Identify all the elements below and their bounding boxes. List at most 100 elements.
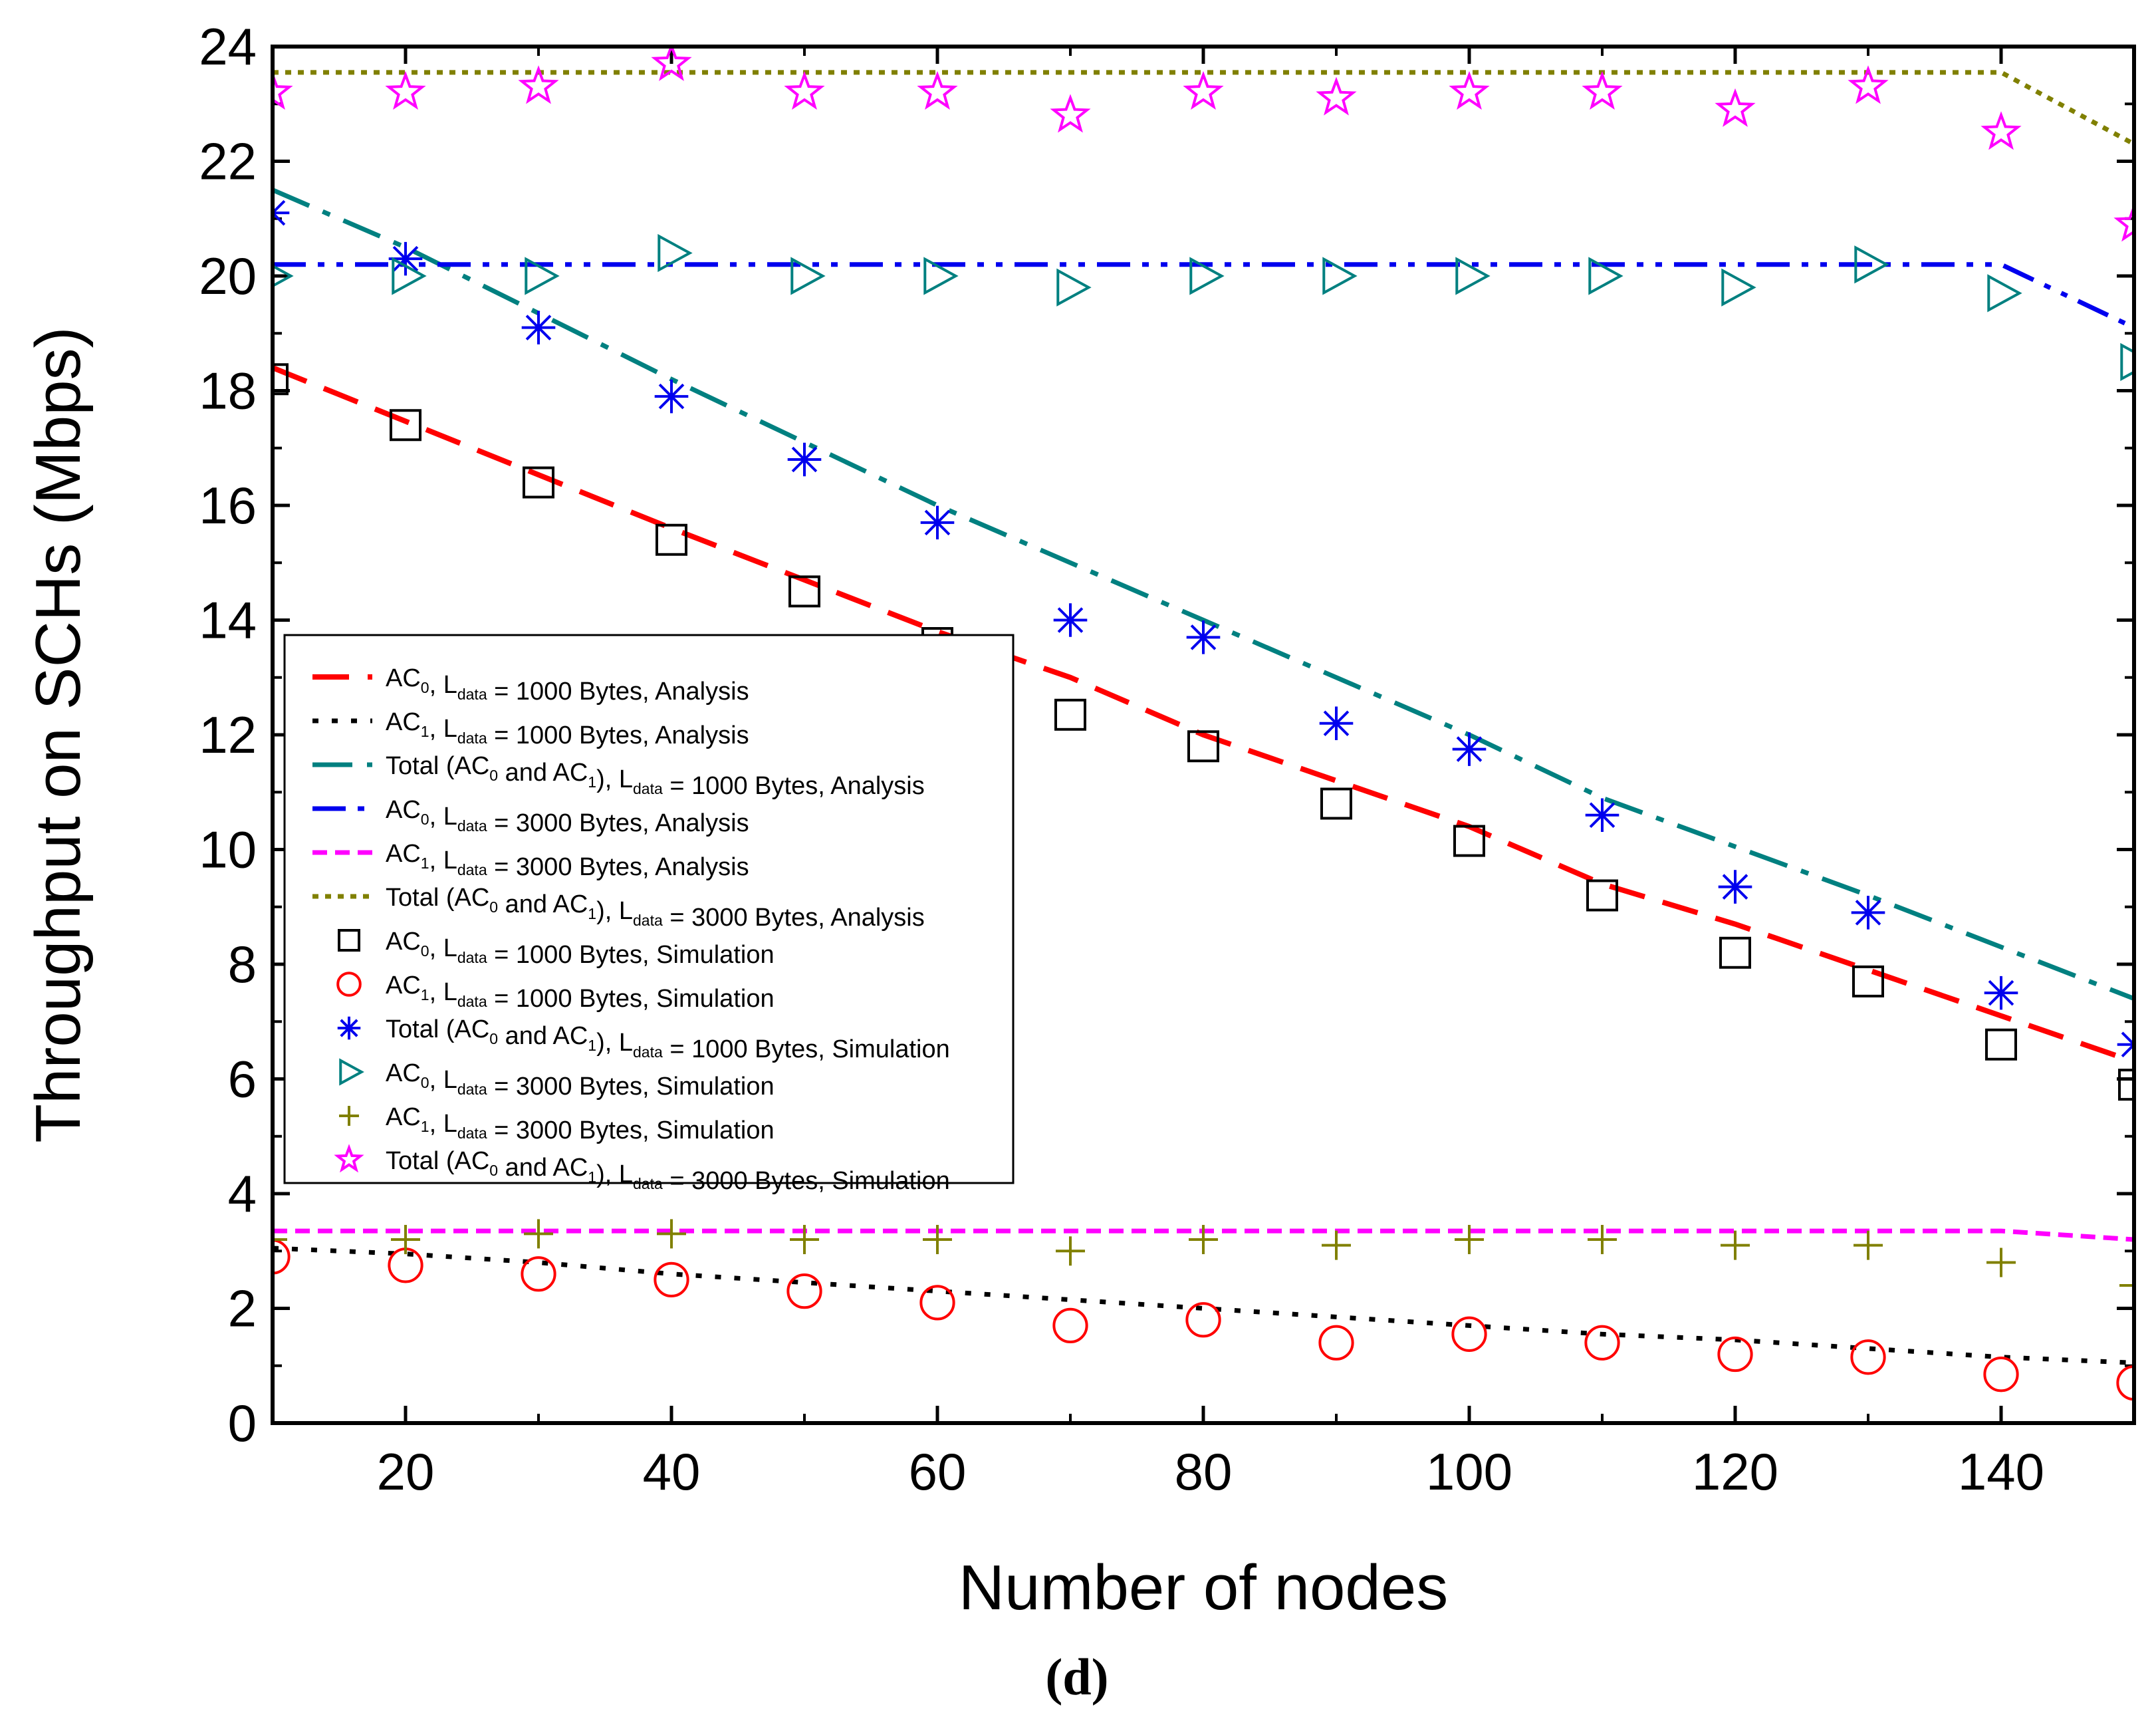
y-tick-label: 6 (228, 1050, 257, 1109)
y-tick-label: 12 (199, 706, 257, 764)
data-point (1316, 76, 1357, 116)
series-line-ac0_1000_analysis (273, 365, 2134, 1065)
data-point (1850, 1339, 1886, 1375)
legend-entry-ac0_3000_sim: AC0, Ldata = 3000 Bytes, Simulation (339, 1058, 775, 1101)
series-ac1_3000_analysis (273, 1228, 2134, 1242)
legend-swatch (336, 972, 362, 997)
data-point (2120, 342, 2134, 382)
legend-label: AC1, Ldata = 3000 Bytes, Simulation (386, 1103, 775, 1144)
series-layer (273, 47, 2134, 1401)
data-point (1984, 976, 2018, 1010)
x-tick-label: 120 (1692, 1442, 1778, 1501)
data-point (1189, 257, 1225, 295)
figure-caption: (d) (1045, 1648, 1108, 1706)
data-point (919, 1285, 955, 1321)
series-line-ac0_3000_analysis (273, 262, 2134, 330)
data-point (654, 1261, 689, 1298)
legend-box (283, 634, 1015, 1184)
y-tick-label: 20 (199, 247, 257, 305)
data-point (1455, 257, 1491, 295)
legend-label: Total (AC0 and AC1), Ldata = 3000 Bytes,… (386, 884, 925, 932)
data-point (518, 65, 559, 104)
data-point (1455, 1225, 1484, 1254)
data-point (1186, 620, 1221, 654)
legend-label: Total (AC0 and AC1), Ldata = 3000 Bytes,… (386, 1147, 950, 1195)
data-point (1189, 1225, 1218, 1254)
legend-entry-ac1_3000_analysis: AC1, Ldata = 3000 Bytes, Analysis (312, 840, 749, 881)
series-ac1_3000_sim (273, 1219, 2134, 1300)
legend-label: AC1, Ldata = 1000 Bytes, Simulation (386, 972, 775, 1013)
legend-entry-ac1_1000_sim: AC1, Ldata = 1000 Bytes, Simulation (336, 972, 775, 1013)
data-point (1322, 257, 1358, 295)
data-point (521, 311, 556, 344)
series-line-total_1000_analysis (273, 188, 2134, 1001)
data-point (1452, 732, 1487, 766)
data-point (1721, 1230, 1750, 1260)
legend-swatch (339, 1058, 364, 1086)
data-point (1980, 111, 2022, 150)
x-tick-label: 40 (643, 1442, 701, 1501)
x-tick-label: 80 (1175, 1442, 1233, 1501)
data-point (658, 233, 693, 273)
plot-frame (271, 45, 2136, 1425)
data-point (2119, 1271, 2134, 1300)
series-ac1_1000_sim (273, 1239, 2134, 1401)
x-tick-label: 140 (1958, 1442, 2044, 1501)
series-total_1000_sim (273, 196, 2134, 1062)
legend-label: AC1, Ldata = 1000 Bytes, Analysis (386, 708, 749, 749)
data-point (1451, 1316, 1487, 1352)
series-ac0_3000_analysis (273, 262, 2134, 330)
data-point (1449, 70, 1490, 110)
data-point (525, 257, 560, 295)
data-point (1320, 787, 1352, 820)
series-ac1_1000_analysis (273, 1246, 2134, 1365)
legend-entry-ac1_1000_analysis: AC1, Ldata = 1000 Bytes, Analysis (312, 708, 749, 749)
data-point (1719, 936, 1751, 969)
data-point (1717, 1336, 1753, 1373)
data-point (1588, 257, 1623, 295)
data-point (923, 1225, 952, 1254)
data-point (784, 70, 825, 110)
data-point (917, 70, 958, 110)
data-point (391, 1225, 420, 1254)
series-total_3000_sim (273, 47, 2134, 242)
data-point (1721, 268, 1756, 307)
data-point (1854, 245, 1889, 284)
legend-entry-total_1000_sim: Total (AC0 and AC1), Ldata = 1000 Bytes,… (337, 1015, 950, 1063)
data-point (273, 1239, 291, 1275)
data-point (788, 575, 820, 608)
data-point (1986, 1248, 2016, 1277)
data-point (1588, 1225, 1617, 1254)
data-point (656, 523, 687, 556)
data-point (1056, 268, 1092, 307)
data-point (273, 363, 289, 396)
legend-swatch (334, 1144, 364, 1173)
data-point (923, 257, 959, 295)
y-tick-label: 22 (199, 132, 257, 191)
x-tick-label: 60 (909, 1442, 967, 1501)
y-axis-title: Throughput on SCHs (Mbps) (23, 327, 94, 1142)
data-point (1056, 1236, 1085, 1266)
data-point (1318, 1325, 1354, 1361)
data-point (1319, 706, 1354, 741)
data-point (521, 1256, 556, 1292)
legend-label: Total (AC0 and AC1), Ldata = 1000 Bytes,… (386, 1015, 950, 1063)
data-point (273, 70, 293, 110)
data-point (1050, 94, 1091, 133)
data-point (385, 70, 426, 110)
x-tick-label: 100 (1426, 1442, 1512, 1501)
data-point (654, 379, 689, 414)
data-point (1584, 1325, 1620, 1361)
legend-label: AC0, Ldata = 3000 Bytes, Analysis (386, 796, 749, 837)
data-point (388, 241, 423, 276)
data-point (2113, 203, 2134, 242)
legend-entry-ac0_3000_analysis: AC0, Ldata = 3000 Bytes, Analysis (312, 796, 749, 837)
y-tick-label: 4 (228, 1164, 257, 1223)
data-point (1848, 65, 1889, 104)
data-point (1854, 1230, 1883, 1260)
data-point (787, 442, 822, 477)
data-point (1715, 88, 1756, 127)
series-ac0_3000_sim (273, 233, 2134, 382)
